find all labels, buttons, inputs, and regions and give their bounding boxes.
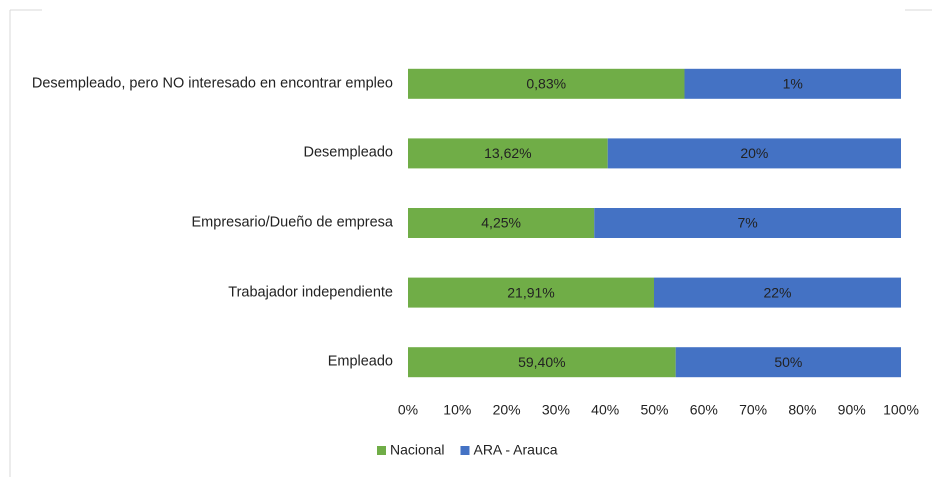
bar-segment bbox=[684, 68, 901, 99]
category-label: Trabajador independiente bbox=[228, 283, 393, 302]
category-label: Desempleado, pero NO interesado en encon… bbox=[32, 74, 393, 93]
category-text: Desempleado bbox=[303, 144, 393, 161]
legend-swatch bbox=[377, 446, 386, 455]
data-label: 7% bbox=[738, 215, 758, 231]
bar-segment bbox=[408, 347, 676, 378]
bar-segment bbox=[607, 138, 901, 169]
x-tick-label: 30% bbox=[542, 402, 570, 418]
bar-segment bbox=[408, 68, 685, 99]
bar-segment bbox=[408, 138, 608, 169]
legend-label: ARA - Arauca bbox=[473, 442, 557, 458]
data-label: 50% bbox=[774, 354, 802, 370]
category-label: Empresario/Dueño de empresa bbox=[192, 214, 394, 233]
bar-segment bbox=[675, 347, 901, 378]
x-tick-label: 40% bbox=[591, 402, 619, 418]
x-tick-label: 10% bbox=[443, 402, 471, 418]
x-tick-label: 60% bbox=[690, 402, 718, 418]
bar-segment bbox=[408, 277, 654, 308]
data-label: 22% bbox=[763, 284, 791, 300]
category-text: Desempleado, pero NO interesado en encon… bbox=[31, 75, 393, 92]
data-label: 1% bbox=[783, 76, 803, 92]
data-label: 59,40% bbox=[518, 354, 565, 370]
data-label: 0,83% bbox=[526, 76, 566, 92]
x-tick-label: 80% bbox=[788, 402, 816, 418]
x-tick-label: 100% bbox=[883, 402, 919, 418]
category-text: Empresario/Dueño de empresa bbox=[191, 214, 394, 231]
x-tick-label: 0% bbox=[398, 402, 418, 418]
category-text: Empleado bbox=[327, 353, 393, 370]
data-label: 13,62% bbox=[484, 145, 531, 161]
category-label: Desempleado bbox=[304, 144, 393, 163]
bar-segment bbox=[594, 208, 901, 238]
x-tick-label: 90% bbox=[838, 402, 866, 418]
x-tick-label: 70% bbox=[739, 402, 767, 418]
x-tick-label: 20% bbox=[493, 402, 521, 418]
bar-segment bbox=[653, 277, 901, 308]
category-label: Empleado bbox=[328, 353, 393, 372]
data-label: 21,91% bbox=[507, 284, 554, 300]
x-tick-label: 50% bbox=[640, 402, 668, 418]
category-text: Trabajador independiente bbox=[228, 284, 393, 301]
legend-label: Nacional bbox=[390, 442, 444, 458]
data-label: 4,25% bbox=[481, 215, 521, 231]
bar-segment bbox=[408, 208, 595, 238]
legend-swatch bbox=[460, 446, 470, 455]
data-label: 20% bbox=[740, 145, 768, 161]
